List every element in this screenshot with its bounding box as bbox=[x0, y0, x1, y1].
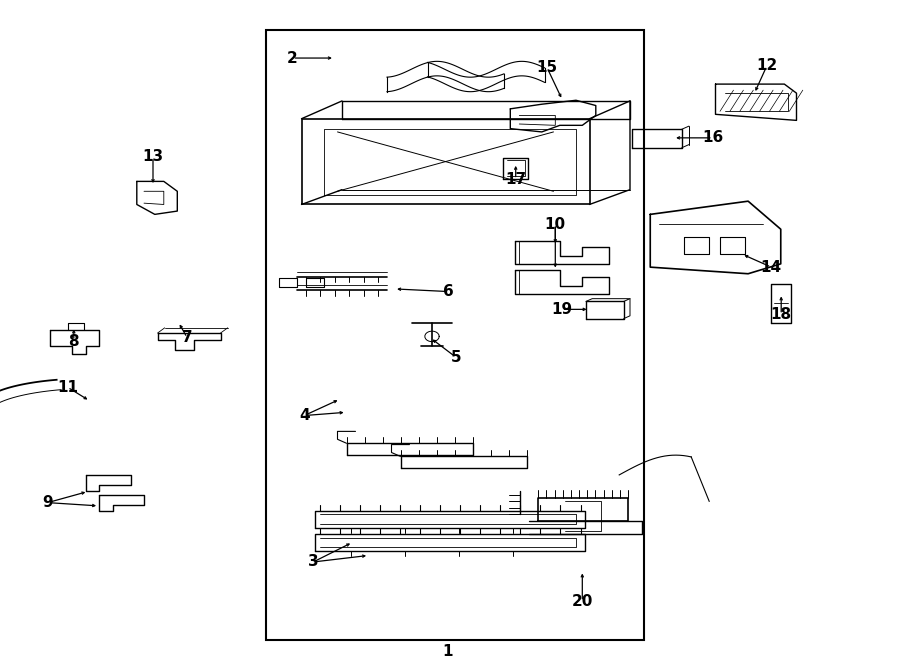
Text: 9: 9 bbox=[42, 495, 53, 510]
Text: 20: 20 bbox=[572, 594, 593, 609]
Text: 3: 3 bbox=[308, 555, 319, 570]
Text: 11: 11 bbox=[57, 379, 78, 395]
Text: 4: 4 bbox=[299, 408, 310, 423]
Text: 2: 2 bbox=[287, 50, 298, 65]
Text: 17: 17 bbox=[505, 172, 526, 187]
Text: 18: 18 bbox=[770, 307, 792, 322]
Bar bbox=[266, 30, 644, 640]
Text: 13: 13 bbox=[142, 149, 164, 165]
Text: 6: 6 bbox=[443, 284, 454, 299]
Text: 12: 12 bbox=[756, 58, 778, 73]
Text: 7: 7 bbox=[182, 330, 193, 345]
Text: 15: 15 bbox=[536, 60, 558, 75]
Text: 5: 5 bbox=[451, 350, 462, 365]
Text: 16: 16 bbox=[702, 130, 724, 145]
Text: 14: 14 bbox=[760, 260, 782, 274]
Text: 1: 1 bbox=[442, 644, 453, 659]
Text: 8: 8 bbox=[68, 334, 79, 348]
Text: 10: 10 bbox=[544, 217, 566, 232]
Text: 19: 19 bbox=[551, 302, 572, 317]
